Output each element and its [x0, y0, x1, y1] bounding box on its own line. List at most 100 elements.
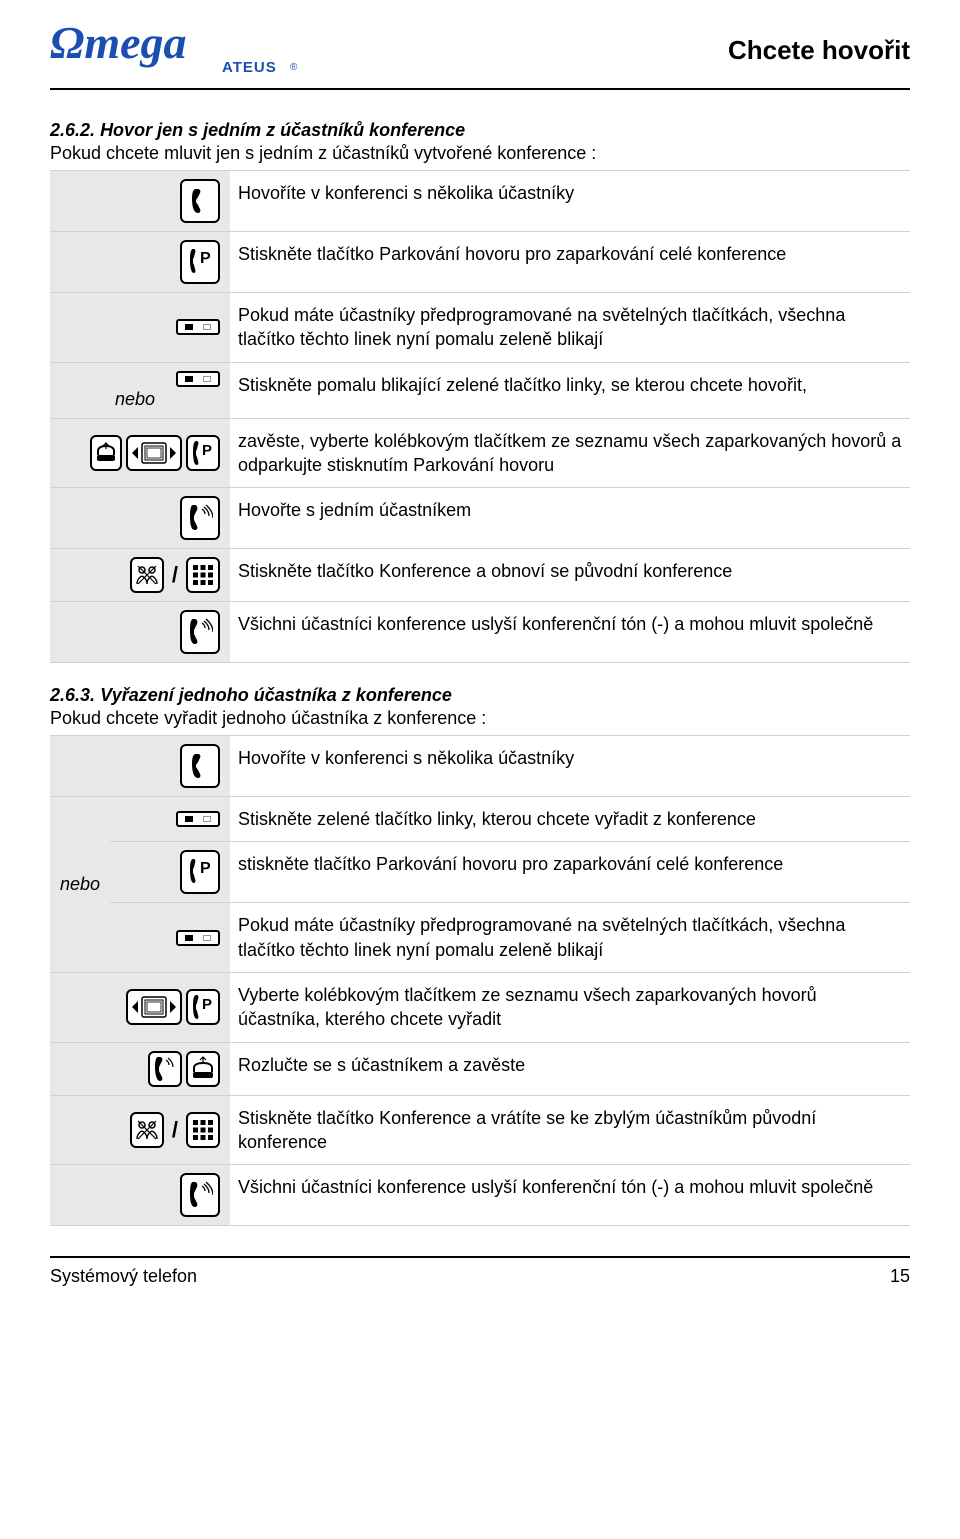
header-title: Chcete hovořit	[728, 35, 910, 66]
section-263-title: Vyřazení jednoho účastníka z konference	[100, 685, 452, 705]
icon-cell: P	[50, 232, 230, 292]
table-row: Všichni účastníci konference uslyší konf…	[50, 1164, 910, 1226]
section-262-heading: 2.6.2. Hovor jen s jedním z účastníků ko…	[50, 120, 910, 141]
conference-icon	[130, 557, 164, 593]
svg-text:®: ®	[290, 62, 298, 73]
page-footer: Systémový telefon 15	[50, 1256, 910, 1287]
icon-cell: P	[110, 842, 230, 902]
led-bar-icon	[176, 930, 220, 946]
svg-text:P: P	[202, 442, 212, 459]
table-row: Pokud máte účastníky předprogramované na…	[50, 292, 910, 362]
icon-cell	[50, 1043, 230, 1095]
icon-cell	[110, 797, 230, 841]
rocker-list-icon	[126, 989, 182, 1025]
section-262-num: 2.6.2.	[50, 120, 95, 140]
handset-sound-icon	[180, 610, 220, 654]
svg-text:P: P	[200, 250, 211, 267]
icon-cell	[50, 171, 230, 231]
park-p-icon: P	[180, 240, 220, 284]
row-text: Stiskněte tlačítko Konference a vrátíte …	[230, 1096, 910, 1165]
table-row: Všichni účastníci konference uslyší konf…	[50, 601, 910, 663]
phone-down-icon	[186, 1051, 220, 1087]
svg-text:P: P	[202, 996, 212, 1013]
icon-cell	[50, 1165, 230, 1225]
led-bar-icon	[176, 371, 220, 387]
keypad-icon	[186, 1112, 220, 1148]
row-text: Stiskněte tlačítko Parkování hovoru pro …	[230, 232, 910, 292]
icon-cell	[110, 903, 230, 972]
table-row: Rozlučte se s účastníkem a zavěste	[50, 1042, 910, 1095]
logo: Ωmega ATEUS ®	[50, 20, 310, 80]
row-text: Stiskněte zelené tlačítko linky, kterou …	[230, 797, 910, 841]
icon-cell	[50, 488, 230, 548]
row-text: Vyberte kolébkovým tlačítkem ze seznamu …	[230, 973, 910, 1042]
icon-cell: P	[50, 973, 230, 1042]
table-row: Hovoříte v konferenci s několika účastní…	[50, 735, 910, 796]
row-text: Hovoříte v konferenci s několika účastní…	[230, 736, 910, 796]
page: Ωmega ATEUS ® Chcete hovořit 2.6.2. Hovo…	[0, 0, 960, 1317]
nebo-text: nebo	[60, 874, 100, 895]
phone-down-icon	[90, 435, 122, 471]
row-text: Pokud máte účastníky předprogramované na…	[230, 293, 910, 362]
section-263-heading: 2.6.3. Vyřazení jednoho účastníka z konf…	[50, 685, 910, 706]
handset-sound-icon	[180, 496, 220, 540]
handset-sound-icon	[180, 1173, 220, 1217]
footer-left: Systémový telefon	[50, 1266, 197, 1287]
icon-cell: P	[50, 419, 230, 488]
section-262-table: Hovoříte v konferenci s několika účastní…	[50, 170, 910, 663]
section-262-intro: Pokud chcete mluvit jen s jedním z účast…	[50, 143, 910, 164]
table-row: nebo Stiskněte pomalu blikající zelené t…	[50, 362, 910, 418]
section-263-table: Hovoříte v konferenci s několika účastní…	[50, 735, 910, 1226]
row-text: Hovořte s jedním účastníkem	[230, 488, 910, 548]
led-bar-icon	[176, 319, 220, 335]
table-row-group: nebo Stiskněte zelené tlačítko linky, kt…	[50, 796, 910, 972]
park-p-icon: P	[180, 850, 220, 894]
row-text: Pokud máte účastníky předprogramované na…	[230, 903, 910, 972]
icon-cell: /	[50, 549, 230, 601]
nebo-label: nebo	[115, 389, 159, 410]
icon-cell	[50, 736, 230, 796]
section-263-intro: Pokud chcete vyřadit jednoho účastníka z…	[50, 708, 910, 729]
row-text: Všichni účastníci konference uslyší konf…	[230, 602, 910, 662]
footer-page-number: 15	[890, 1266, 910, 1287]
park-p-icon: P	[186, 989, 220, 1025]
row-text: Stiskněte pomalu blikající zelené tlačít…	[230, 363, 910, 418]
row-text-span: Stiskněte tlačítko Konference a vrátíte …	[238, 1108, 816, 1152]
row-text-span: Stiskněte tlačítko Parkování hovoru pro …	[238, 244, 786, 264]
handset-sound-icon	[148, 1051, 182, 1087]
slash: /	[170, 562, 180, 588]
icon-cell	[50, 602, 230, 662]
led-bar-icon	[176, 811, 220, 827]
handset-up-icon	[180, 744, 220, 788]
row-text: Hovoříte v konferenci s několika účastní…	[230, 171, 910, 231]
page-header: Ωmega ATEUS ® Chcete hovořit	[50, 20, 910, 90]
table-row: Hovoříte v konferenci s několika účastní…	[50, 170, 910, 231]
table-row: P Vyberte kolébkovým tlačítkem ze seznam…	[50, 972, 910, 1042]
icon-cell: nebo	[50, 363, 230, 418]
handset-up-icon	[180, 179, 220, 223]
table-row: P zavěste, vyberte kolébkovým tlačítkem …	[50, 418, 910, 488]
section-262-title: Hovor jen s jedním z účastníků konferenc…	[100, 120, 465, 140]
row-text: zavěste, vyberte kolébkovým tlačítkem ze…	[230, 419, 910, 488]
row-text: Rozlučte se s účastníkem a zavěste	[230, 1043, 910, 1095]
table-row: P Stiskněte tlačítko Parkování hovoru pr…	[50, 231, 910, 292]
icon-cell: /	[50, 1096, 230, 1165]
rocker-list-icon	[126, 435, 182, 471]
row-text: Stiskněte tlačítko Konference a obnoví s…	[230, 549, 910, 601]
slash: /	[170, 1117, 180, 1143]
svg-text:Ωmega: Ωmega	[50, 20, 187, 68]
row-text: Všichni účastníci konference uslyší konf…	[230, 1165, 910, 1225]
row-text-span: zavěste, vyberte kolébkovým tlačítkem ze…	[238, 431, 901, 475]
conference-icon	[130, 1112, 164, 1148]
icon-cell	[50, 293, 230, 362]
table-row: Hovořte s jedním účastníkem	[50, 487, 910, 548]
svg-text:P: P	[200, 860, 211, 877]
section-263-num: 2.6.3.	[50, 685, 95, 705]
row-text: stiskněte tlačítko Parkování hovoru pro …	[230, 842, 910, 902]
table-row: / Stiskněte tlačítko Konference a vrátít…	[50, 1095, 910, 1165]
svg-text:ATEUS: ATEUS	[222, 59, 277, 76]
row-text-span: Stiskněte tlačítko Konference a obnoví s…	[238, 561, 732, 581]
park-p-icon: P	[186, 435, 220, 471]
keypad-icon	[186, 557, 220, 593]
nebo-side-label: nebo	[50, 797, 110, 972]
